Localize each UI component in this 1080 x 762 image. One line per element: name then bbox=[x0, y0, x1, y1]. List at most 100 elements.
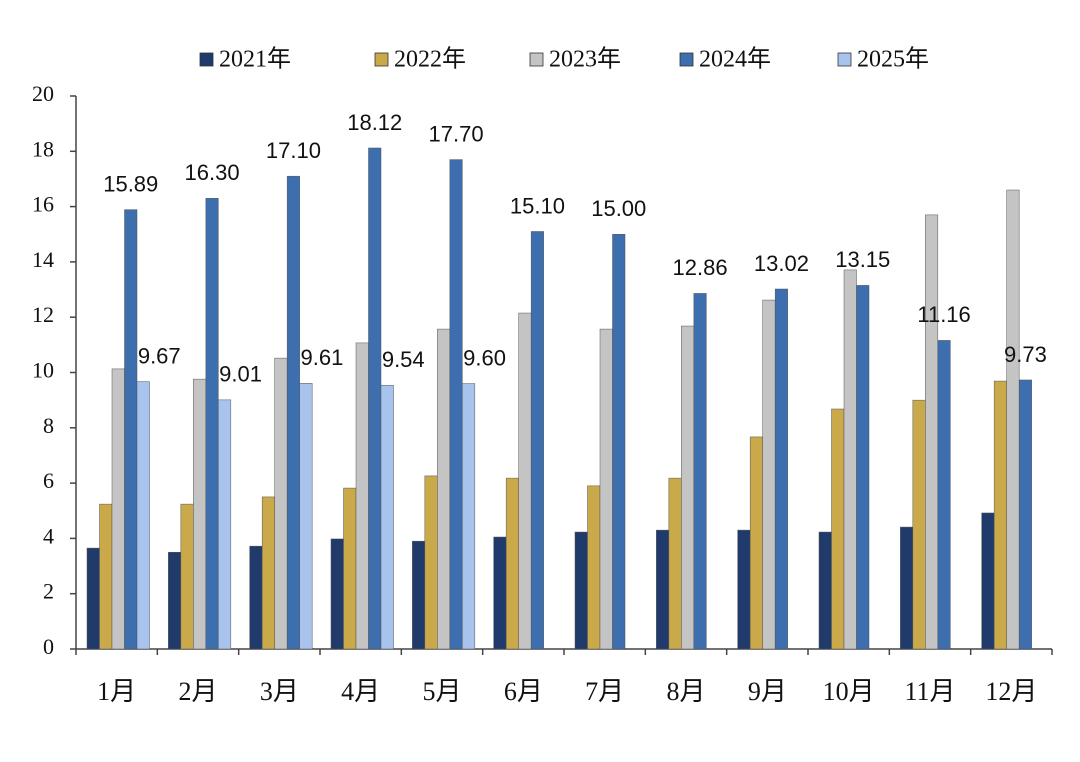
bar bbox=[681, 325, 695, 650]
bar bbox=[355, 342, 369, 650]
bar bbox=[330, 538, 344, 650]
bar bbox=[437, 328, 451, 650]
bar bbox=[168, 551, 182, 650]
x-tick-label: 12月 bbox=[985, 677, 1037, 706]
legend-swatch bbox=[837, 52, 852, 67]
value-label: 17.10 bbox=[266, 138, 321, 163]
y-tick-label: 14 bbox=[32, 247, 54, 272]
bar bbox=[749, 436, 763, 650]
bar bbox=[286, 175, 300, 650]
bar bbox=[668, 477, 682, 650]
bar bbox=[937, 340, 951, 650]
value-label: 9.01 bbox=[219, 362, 262, 387]
bar bbox=[693, 293, 707, 650]
bar bbox=[656, 529, 670, 650]
value-label: 9.54 bbox=[382, 347, 425, 372]
bar bbox=[518, 312, 532, 650]
y-tick-label: 18 bbox=[32, 136, 54, 161]
bar bbox=[343, 487, 357, 650]
value-label: 9.60 bbox=[463, 345, 506, 370]
bar bbox=[380, 384, 394, 650]
y-tick-label: 8 bbox=[43, 413, 54, 438]
x-tick-label: 2月 bbox=[178, 677, 217, 706]
legend-swatch bbox=[374, 52, 389, 67]
x-tick-label: 1月 bbox=[97, 677, 136, 706]
bar bbox=[193, 378, 207, 650]
y-tick-label: 2 bbox=[43, 579, 54, 604]
bar bbox=[462, 383, 476, 650]
bar bbox=[424, 475, 438, 650]
x-tick-label: 3月 bbox=[260, 677, 299, 706]
x-tick-label: 11月 bbox=[904, 677, 955, 706]
x-tick-label: 10月 bbox=[823, 677, 875, 706]
x-tick-label: 4月 bbox=[341, 677, 380, 706]
y-tick-label: 12 bbox=[32, 302, 54, 327]
value-label: 9.61 bbox=[301, 345, 344, 370]
bar bbox=[1018, 379, 1032, 650]
bar bbox=[912, 399, 926, 650]
x-tick-label: 9月 bbox=[748, 677, 787, 706]
bar bbox=[843, 269, 857, 650]
legend-label: 2023年 bbox=[549, 46, 621, 73]
bar bbox=[218, 399, 232, 650]
bar bbox=[505, 477, 519, 650]
bar bbox=[856, 285, 870, 650]
bar bbox=[261, 496, 275, 650]
bar bbox=[737, 529, 751, 650]
legend-swatch bbox=[679, 52, 694, 67]
bar bbox=[368, 147, 382, 650]
y-tick-label: 10 bbox=[32, 358, 54, 383]
bar bbox=[180, 503, 194, 650]
value-label: 11.16 bbox=[917, 302, 970, 327]
value-label: 13.15 bbox=[835, 247, 890, 272]
bar bbox=[205, 198, 219, 650]
value-label: 15.00 bbox=[591, 196, 646, 221]
bar bbox=[86, 547, 100, 650]
value-label: 17.70 bbox=[429, 121, 484, 146]
bar bbox=[574, 531, 588, 650]
bar bbox=[99, 503, 113, 650]
legend-label: 2021年 bbox=[219, 46, 291, 73]
bar bbox=[111, 368, 125, 650]
x-tick-label: 8月 bbox=[666, 677, 705, 706]
y-tick-label: 20 bbox=[32, 81, 54, 106]
bar bbox=[249, 545, 263, 650]
legend-label: 2025年 bbox=[857, 46, 929, 73]
bar bbox=[612, 234, 626, 650]
value-label: 9.73 bbox=[1004, 342, 1047, 367]
bar bbox=[299, 383, 313, 650]
x-tick-label: 7月 bbox=[585, 677, 624, 706]
bar bbox=[762, 299, 776, 650]
value-label: 18.12 bbox=[347, 110, 402, 135]
value-label: 9.67 bbox=[138, 343, 181, 368]
value-label: 13.02 bbox=[754, 251, 809, 276]
bar bbox=[124, 209, 138, 650]
bar bbox=[493, 536, 507, 650]
bar bbox=[412, 540, 426, 650]
bar bbox=[1006, 189, 1020, 650]
bar bbox=[530, 231, 544, 650]
bar bbox=[774, 288, 788, 650]
y-tick-label: 0 bbox=[43, 634, 54, 659]
bar bbox=[599, 328, 613, 650]
bar bbox=[981, 512, 995, 650]
value-label: 15.10 bbox=[510, 193, 565, 218]
value-label: 16.30 bbox=[185, 160, 240, 185]
bar bbox=[818, 531, 832, 650]
x-tick-label: 5月 bbox=[422, 677, 461, 706]
legend-swatch bbox=[199, 52, 214, 67]
y-tick-label: 16 bbox=[32, 192, 54, 217]
legend-label: 2022年 bbox=[394, 46, 466, 73]
value-label: 12.86 bbox=[673, 255, 728, 280]
bar bbox=[993, 380, 1007, 650]
x-tick-label: 6月 bbox=[504, 677, 543, 706]
y-tick-label: 4 bbox=[43, 523, 54, 548]
y-tick-label: 6 bbox=[43, 468, 54, 493]
bar bbox=[449, 159, 463, 650]
bar bbox=[136, 381, 150, 650]
bar bbox=[900, 526, 914, 650]
bar bbox=[274, 357, 288, 650]
value-label: 15.89 bbox=[103, 171, 158, 196]
bar bbox=[925, 214, 939, 650]
